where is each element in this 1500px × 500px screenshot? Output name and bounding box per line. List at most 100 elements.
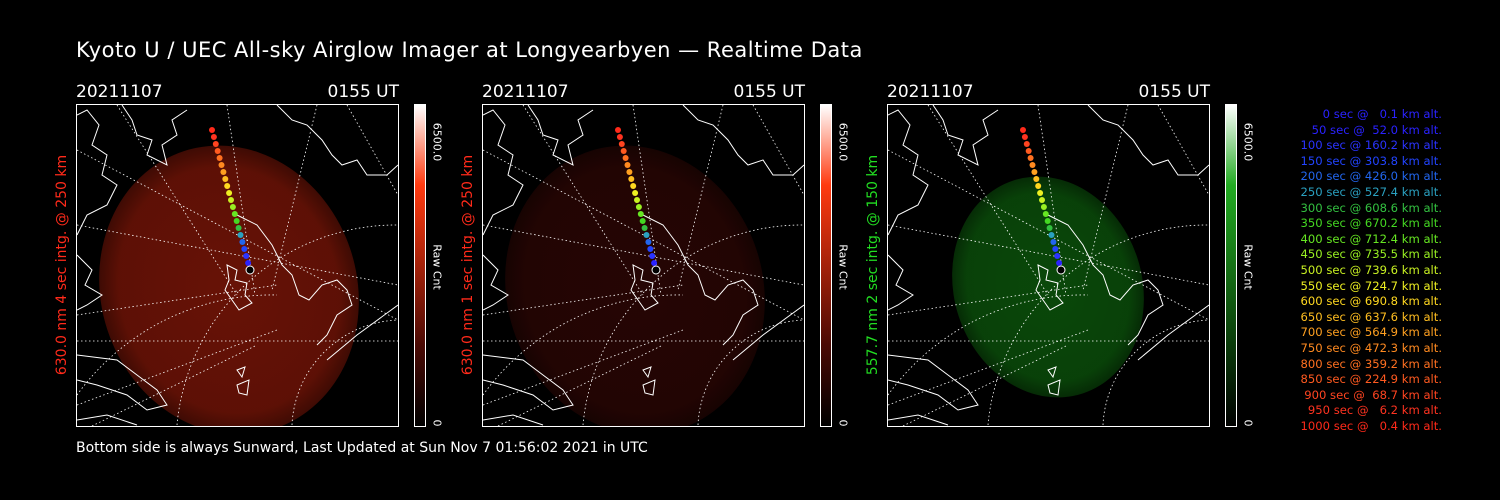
colorbar [414, 104, 426, 427]
graticule-line [902, 344, 1069, 426]
legend-entry: 50 sec @ 52.0 km alt. [1311, 122, 1442, 137]
track-point [1054, 253, 1061, 259]
legend-entry: 100 sec @ 160.2 km alt. [1300, 138, 1442, 153]
track-point [1031, 169, 1038, 175]
graticule-line [497, 344, 664, 426]
allsky-map [483, 105, 804, 426]
track-point [239, 239, 246, 245]
coastline [483, 254, 509, 311]
colorbar-max-label: 6500.0 [836, 122, 850, 162]
panel-time: 0155 UT [733, 82, 806, 102]
colorbar-min-label: 0 [836, 419, 850, 427]
graticule-line [752, 105, 804, 196]
track-point [1040, 204, 1047, 210]
coastline [483, 354, 574, 411]
coastline [1137, 304, 1209, 361]
track-point [237, 232, 244, 238]
panel-time: 0155 UT [327, 82, 400, 102]
coastline [121, 105, 188, 166]
track-point [618, 141, 625, 147]
track-point [1021, 134, 1028, 140]
track-point [626, 169, 633, 175]
coastline [483, 414, 544, 426]
track-point [235, 225, 242, 231]
coastline [642, 366, 652, 379]
track-point [637, 211, 644, 217]
track-point [1023, 141, 1030, 147]
track-point [1033, 176, 1040, 182]
graticule-line [582, 224, 804, 426]
coastline [276, 105, 398, 176]
graticule-line [888, 284, 1089, 316]
colorbar-max-label: 6500.0 [1241, 122, 1255, 162]
graticule-line [1157, 105, 1209, 196]
allsky-image [482, 104, 805, 427]
track-point [224, 183, 231, 189]
track-point [1025, 148, 1032, 154]
track-point [639, 218, 646, 224]
colorbar-min-label: 0 [1241, 419, 1255, 427]
graticule-line [77, 294, 278, 396]
graticule-line [346, 105, 398, 196]
graticule-line [116, 105, 238, 296]
legend-entry: 600 sec @ 690.8 km alt. [1300, 294, 1442, 309]
legend-entry: 500 sec @ 739.6 km alt. [1300, 262, 1442, 277]
graticule-line [77, 224, 398, 286]
coastline [888, 109, 929, 236]
legend-entry: 0 sec @ 0.1 km alt. [1322, 107, 1442, 121]
graticule-line [888, 294, 1089, 396]
track-point [1050, 239, 1057, 245]
track-point [229, 204, 236, 210]
legend-entry: 1000 sec @ 0.4 km alt. [1300, 418, 1442, 433]
track-point [624, 162, 631, 168]
track-point [214, 148, 221, 154]
coastline [77, 414, 138, 426]
coastline [1047, 379, 1061, 396]
track-point [615, 127, 621, 133]
track-point [1056, 265, 1066, 275]
track-point [635, 204, 642, 210]
coastline [236, 366, 246, 379]
coastline [224, 264, 253, 311]
panel-date: 20211107 [482, 82, 569, 102]
altitude-legend: 0 sec @ 0.1 km alt. 50 sec @ 52.0 km alt.… [1301, 107, 1442, 434]
coastline [888, 354, 979, 411]
airglow-field [505, 145, 765, 426]
colorbar-unit-label: Raw Cnt [1241, 244, 1255, 290]
imager-panel: 20211107 0155 UT 557.7 nm 2 sec intg. @ 15… [865, 80, 1287, 430]
imager-panel: 20211107 0155 UT 630.0 nm 1 sec intg. @ 25… [460, 80, 882, 430]
legend-entry: 900 sec @ 68.7 km alt. [1304, 387, 1442, 402]
graticule-line [888, 224, 1209, 286]
coastline [77, 354, 168, 411]
legend-entry: 950 sec @ 6.2 km alt. [1307, 403, 1442, 418]
allsky-image [887, 104, 1210, 427]
track-point [620, 148, 627, 154]
track-point [1039, 197, 1045, 203]
colorbar-unit-label: Raw Cnt [836, 244, 850, 290]
coastline [888, 414, 949, 426]
track-point [628, 176, 635, 182]
coastline [642, 214, 759, 346]
airglow-field [99, 145, 359, 426]
legend-entry: 200 sec @ 426.0 km alt. [1300, 169, 1442, 184]
allsky-map [888, 105, 1209, 426]
track-point [1029, 162, 1036, 168]
track-point [616, 134, 623, 140]
allsky-image [76, 104, 399, 427]
imager-panel: 20211107 0155 UT 630.0 nm 4 sec intg. @ 25… [54, 80, 476, 430]
track-point [222, 176, 229, 182]
panel-ylabel: 630.0 nm 4 sec intg. @ 250 km [54, 154, 70, 376]
panel-ylabel: 630.0 nm 1 sec intg. @ 250 km [460, 154, 476, 376]
panel-time: 0155 UT [1138, 82, 1211, 102]
airglow-field [952, 176, 1144, 398]
graticule-line [77, 149, 398, 321]
panel-date: 20211107 [887, 82, 974, 102]
track-point [1027, 155, 1034, 161]
colorbar-min-label: 0 [430, 419, 444, 427]
coastline [630, 264, 659, 311]
graticule-line [522, 105, 644, 296]
coastline [682, 105, 804, 176]
legend-entry: 150 sec @ 303.8 km alt. [1300, 153, 1442, 168]
track-point [241, 246, 248, 252]
graticule-line [176, 224, 398, 426]
